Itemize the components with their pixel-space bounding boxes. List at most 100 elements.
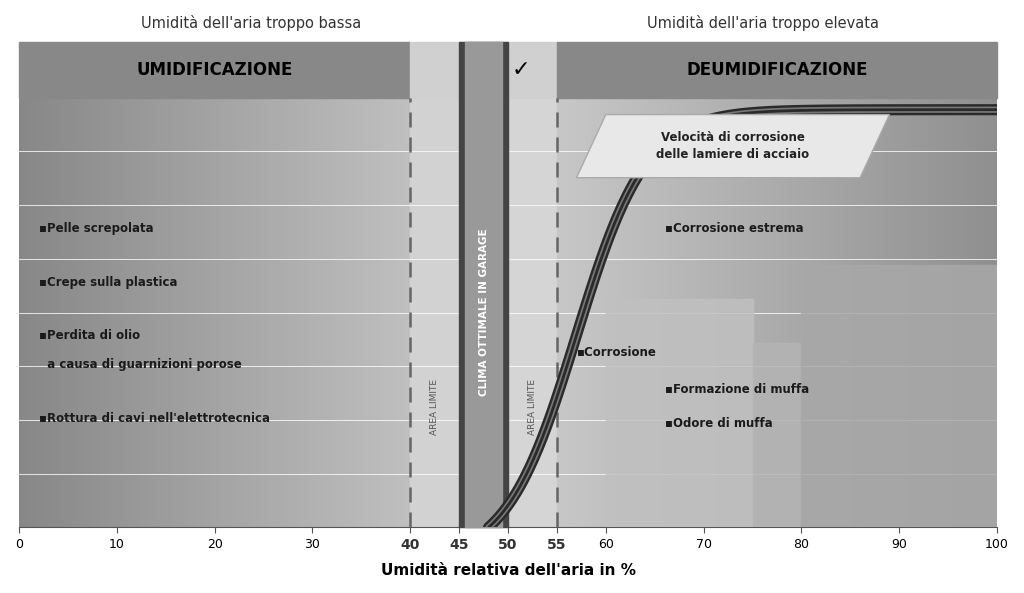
- Bar: [37, 98, 39, 527]
- Bar: [821, 98, 823, 527]
- Bar: [691, 98, 693, 527]
- Bar: [271, 98, 273, 527]
- Bar: [46, 98, 48, 527]
- Bar: [925, 98, 927, 527]
- Bar: [142, 98, 144, 527]
- Bar: [41, 98, 42, 527]
- Polygon shape: [577, 114, 890, 178]
- Bar: [218, 98, 220, 527]
- Bar: [287, 98, 289, 527]
- Bar: [561, 98, 563, 527]
- Bar: [973, 98, 975, 527]
- Bar: [582, 98, 584, 527]
- Bar: [35, 98, 37, 527]
- Bar: [883, 98, 885, 527]
- Bar: [373, 98, 375, 527]
- Bar: [827, 98, 829, 527]
- Bar: [334, 98, 336, 527]
- Bar: [955, 98, 957, 527]
- Text: AREA LIMITE: AREA LIMITE: [528, 379, 537, 435]
- Bar: [105, 98, 108, 527]
- Bar: [389, 98, 391, 527]
- Bar: [228, 98, 230, 527]
- Bar: [230, 98, 232, 527]
- Bar: [226, 98, 228, 527]
- Bar: [280, 98, 282, 527]
- Bar: [256, 98, 258, 527]
- Bar: [918, 98, 920, 527]
- Bar: [95, 98, 97, 527]
- Bar: [459, 42, 508, 527]
- Bar: [23, 98, 25, 527]
- Bar: [349, 98, 351, 527]
- Bar: [323, 98, 325, 527]
- Bar: [357, 98, 359, 527]
- Bar: [392, 98, 394, 527]
- Bar: [29, 98, 31, 527]
- Bar: [86, 98, 87, 527]
- Bar: [814, 98, 816, 527]
- Bar: [618, 98, 621, 527]
- Bar: [254, 98, 256, 527]
- Bar: [211, 98, 213, 527]
- Text: ▪Rottura di cavi nell'elettrotecnica: ▪Rottura di cavi nell'elettrotecnica: [39, 412, 269, 425]
- Bar: [185, 98, 187, 527]
- Bar: [871, 98, 873, 527]
- Bar: [643, 98, 645, 527]
- Bar: [762, 98, 764, 527]
- Bar: [612, 98, 614, 527]
- Bar: [804, 98, 806, 527]
- Bar: [20, 98, 23, 527]
- Bar: [757, 98, 760, 527]
- Bar: [154, 98, 156, 527]
- Bar: [700, 98, 702, 527]
- Bar: [326, 98, 328, 527]
- Bar: [833, 98, 835, 527]
- Bar: [293, 98, 295, 527]
- Bar: [318, 98, 321, 527]
- Bar: [101, 98, 103, 527]
- Bar: [948, 98, 951, 527]
- Bar: [909, 98, 911, 527]
- Bar: [665, 98, 667, 527]
- Bar: [645, 98, 647, 527]
- Bar: [915, 98, 918, 527]
- Bar: [873, 98, 876, 527]
- Bar: [885, 98, 887, 527]
- Bar: [336, 98, 338, 527]
- Bar: [404, 98, 407, 527]
- Bar: [344, 98, 346, 527]
- Bar: [616, 98, 618, 527]
- Bar: [751, 98, 753, 527]
- Bar: [603, 98, 605, 527]
- Bar: [957, 98, 959, 527]
- Bar: [19, 98, 20, 527]
- Bar: [289, 98, 291, 527]
- Bar: [351, 98, 353, 527]
- Bar: [770, 98, 772, 527]
- Bar: [261, 98, 263, 527]
- Bar: [837, 98, 839, 527]
- Bar: [621, 98, 623, 527]
- Bar: [111, 98, 113, 527]
- Bar: [152, 98, 154, 527]
- Bar: [920, 98, 923, 527]
- Bar: [753, 98, 755, 527]
- Bar: [220, 98, 222, 527]
- Bar: [170, 98, 172, 527]
- Bar: [687, 98, 689, 527]
- Bar: [779, 98, 781, 527]
- Bar: [400, 98, 402, 527]
- Bar: [132, 98, 134, 527]
- Bar: [936, 98, 938, 527]
- Bar: [951, 98, 953, 527]
- Text: ▪Crepe sulla plastica: ▪Crepe sulla plastica: [39, 276, 177, 289]
- Bar: [731, 98, 733, 527]
- Bar: [810, 98, 812, 527]
- Bar: [151, 98, 152, 527]
- Bar: [62, 98, 63, 527]
- Bar: [927, 98, 929, 527]
- Bar: [325, 98, 326, 527]
- Text: Umidità dell'aria troppo bassa: Umidità dell'aria troppo bassa: [140, 15, 361, 31]
- Bar: [858, 98, 860, 527]
